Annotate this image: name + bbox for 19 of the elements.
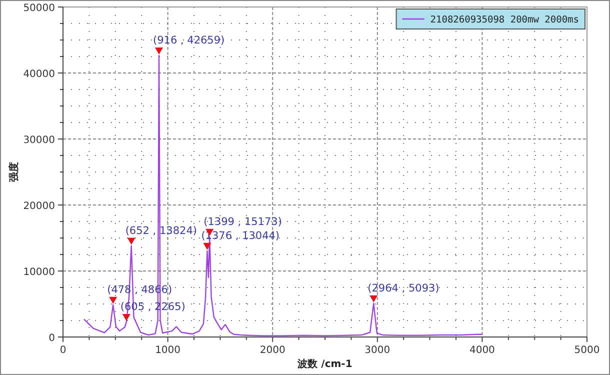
y-tick-label: 0 xyxy=(48,333,55,344)
x-tick-label: 3000 xyxy=(364,345,390,356)
y-axis-title: 强度 xyxy=(8,162,20,182)
legend-label: 2108260935098 200mw 2000ms xyxy=(430,14,579,26)
annotation: (1399 , 15173) xyxy=(204,216,282,228)
x-tick-label: 4000 xyxy=(469,345,495,356)
x-tick-label: 5000 xyxy=(574,345,600,356)
x-tick-label: 1000 xyxy=(155,345,181,356)
x-tick-label: 2000 xyxy=(260,345,286,356)
y-tick-label: 20000 xyxy=(23,201,55,212)
annotation: (916 , 42659) xyxy=(152,34,225,46)
y-tick-label: 30000 xyxy=(23,135,55,146)
y-tick-label: 50000 xyxy=(23,3,55,14)
annotation: (2964 , 5093) xyxy=(368,282,440,294)
annotation: (652 , 13824) xyxy=(125,224,197,237)
y-tick-label: 10000 xyxy=(23,267,55,278)
y-tick-label: 40000 xyxy=(23,69,55,80)
x-axis-title: 波数 /cm-1 xyxy=(296,358,352,370)
x-tick-label: 0 xyxy=(60,345,66,356)
